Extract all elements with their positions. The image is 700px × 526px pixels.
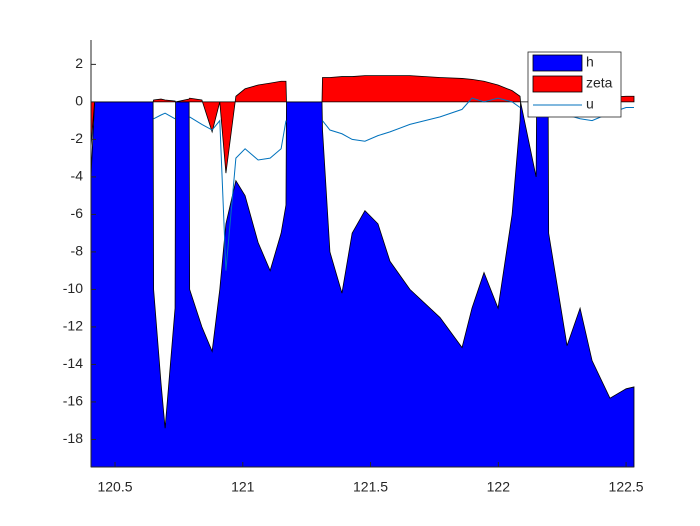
line-u [189, 116, 287, 271]
x-tick-label: 122.5 [609, 479, 644, 495]
y-tick-label: 0 [75, 93, 83, 109]
x-tick-label: 122 [487, 479, 511, 495]
x-tick-label: 120.5 [97, 479, 132, 495]
y-tick-label: -2 [71, 130, 84, 146]
line-u [322, 97, 521, 142]
legend-label: h [586, 54, 594, 70]
y-tick-label: 2 [75, 55, 83, 71]
legend-label: zeta [586, 75, 613, 91]
y-tick-label: -4 [71, 168, 84, 184]
x-tick-label: 121.5 [353, 479, 388, 495]
legend-swatch [532, 54, 583, 72]
y-tick-label: -10 [63, 280, 83, 296]
area-h [90, 101, 635, 468]
y-tick-label: -6 [71, 205, 84, 221]
y-tick-label: -16 [63, 393, 83, 409]
y-tick-label: -8 [71, 243, 84, 259]
legend-swatch [532, 75, 583, 93]
y-tick-label: -14 [63, 355, 83, 371]
y-tick-label: -18 [63, 430, 83, 446]
legend-label: u [586, 96, 594, 112]
x-tick-label: 121 [231, 479, 255, 495]
y-tick-label: -12 [63, 318, 83, 334]
line-u [153, 112, 176, 120]
legend: h zeta u [527, 51, 622, 118]
